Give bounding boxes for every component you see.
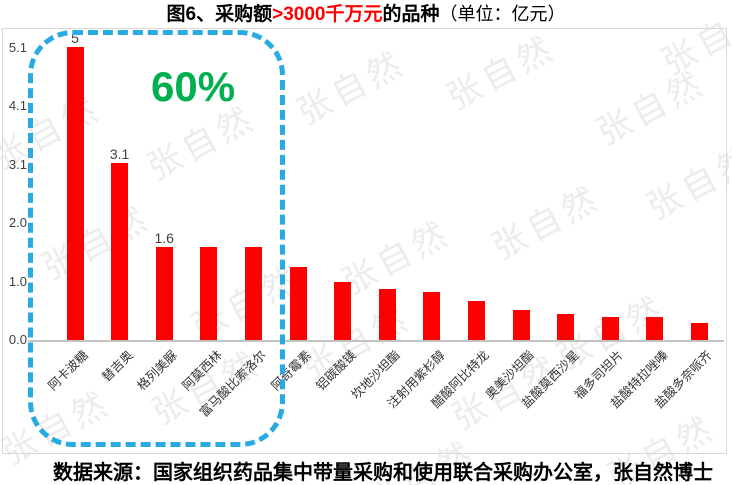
bar bbox=[378, 289, 396, 340]
y-tick-label: 5.1 bbox=[8, 40, 27, 55]
bar bbox=[200, 247, 218, 340]
bar bbox=[690, 323, 708, 340]
bar bbox=[512, 310, 530, 340]
bar bbox=[467, 301, 485, 340]
bar-data-label: 1.6 bbox=[154, 230, 174, 246]
bar bbox=[334, 282, 352, 340]
highlight-dashed-box bbox=[28, 30, 285, 447]
bar bbox=[601, 317, 619, 340]
x-axis-line bbox=[28, 340, 724, 342]
bar bbox=[423, 292, 441, 340]
y-tick-label: 3.1 bbox=[8, 156, 27, 172]
bar-data-label: 5 bbox=[71, 30, 79, 46]
bar bbox=[557, 314, 575, 340]
bar bbox=[646, 317, 664, 340]
percentage-annotation: 60% bbox=[151, 63, 236, 110]
y-tick-label: 0.0 bbox=[8, 332, 27, 347]
chart-title-prefix: 图6、采购额 bbox=[166, 4, 273, 25]
y-tick-label: 4.1 bbox=[8, 98, 27, 114]
data-source-note: 数据来源：国家组织药品集中带量采购和使用联合采购办公室，张自然博士 bbox=[53, 462, 713, 484]
plot-area-border bbox=[2, 28, 727, 454]
y-tick-label: 2.0 bbox=[8, 215, 27, 231]
chart-title-suffix: 的品种 bbox=[382, 4, 440, 25]
bar bbox=[66, 47, 84, 340]
bar-data-label: 3.1 bbox=[109, 146, 130, 162]
bar bbox=[244, 247, 262, 340]
y-tick-label: 1.0 bbox=[8, 273, 27, 289]
chart-title-unit: （单位：亿元） bbox=[439, 4, 566, 24]
bar bbox=[289, 267, 307, 340]
chart-title: 图6、采购额>3000千万元的品种（单位：亿元） bbox=[0, 1, 732, 28]
bar bbox=[155, 247, 173, 340]
bar bbox=[111, 163, 129, 340]
chart-title-highlight: >3000千万元 bbox=[272, 4, 383, 25]
